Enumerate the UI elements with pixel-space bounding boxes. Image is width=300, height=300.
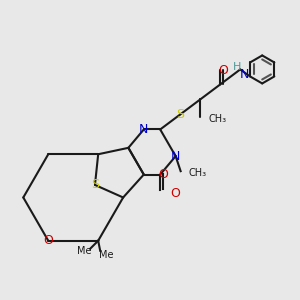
Text: O: O [170, 187, 180, 200]
Text: O: O [158, 168, 168, 181]
Text: O: O [218, 64, 228, 77]
Text: N: N [139, 123, 148, 136]
Text: CH₃: CH₃ [189, 168, 207, 178]
Text: N: N [239, 68, 249, 81]
Text: S: S [176, 108, 184, 121]
Text: CH₃: CH₃ [208, 114, 226, 124]
Text: O: O [43, 234, 53, 247]
Text: Me: Me [99, 250, 113, 260]
Text: N: N [171, 150, 180, 163]
Text: H: H [233, 62, 242, 72]
Text: S: S [91, 178, 99, 191]
Text: Me: Me [77, 246, 92, 256]
